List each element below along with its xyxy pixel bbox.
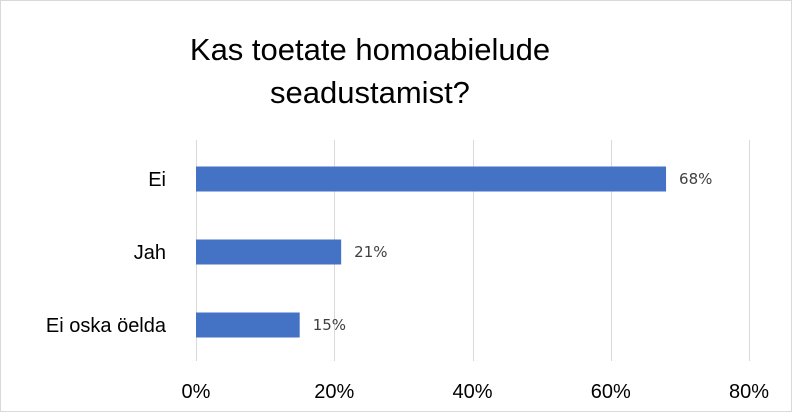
category-label-0: Ei xyxy=(148,169,166,191)
x-tick-label-4: 80% xyxy=(729,381,769,403)
bar-1 xyxy=(196,239,342,265)
x-tick-label-3: 60% xyxy=(591,381,631,403)
x-tick-label-1: 20% xyxy=(314,381,354,403)
chart-title-line-1: Kas toetate homoabielude xyxy=(189,32,551,67)
data-label-1: 21% xyxy=(354,243,387,261)
bar-2 xyxy=(196,312,300,338)
bar-0 xyxy=(196,166,667,192)
category-label-2: Ei oska öelda xyxy=(46,315,167,337)
chart-title-line-2: seadustamist? xyxy=(270,75,470,110)
data-label-0: 68% xyxy=(679,170,712,188)
data-label-2: 15% xyxy=(313,316,346,334)
category-label-1: Jah xyxy=(134,242,166,264)
x-tick-label-2: 40% xyxy=(452,381,492,403)
x-tick-label-0: 0% xyxy=(182,381,211,403)
